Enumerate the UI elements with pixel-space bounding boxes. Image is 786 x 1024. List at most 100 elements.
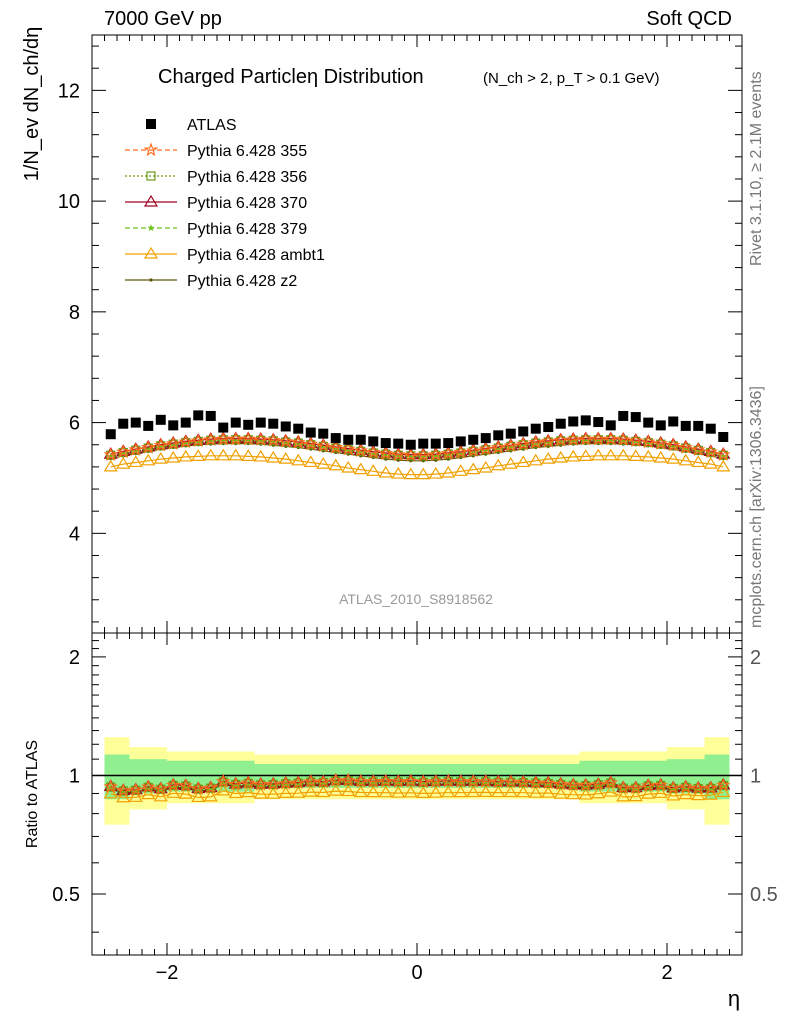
data-point (390, 447, 406, 461)
data-point (318, 428, 329, 439)
data-point (653, 450, 668, 463)
data-point (205, 410, 216, 421)
data-point (415, 447, 431, 462)
data-point (278, 433, 294, 448)
data-point (630, 412, 641, 423)
data-point (368, 436, 379, 447)
ratio-line (110, 790, 724, 799)
data-point (141, 453, 156, 466)
ratio-point (356, 778, 365, 786)
data-point (518, 426, 529, 437)
series-p370 (103, 431, 731, 795)
ratio-point (193, 784, 203, 794)
data-point (143, 420, 154, 431)
ratio-point (656, 780, 666, 791)
ratio-tick-label: 2 (69, 647, 80, 669)
data-point (456, 450, 465, 458)
ratio-point (278, 775, 294, 790)
series-p355 (103, 431, 731, 797)
ratio-tick-label-right: 1 (750, 765, 761, 787)
ratio-point (716, 777, 731, 790)
ratio-point (353, 773, 369, 788)
data-point (706, 449, 715, 457)
data-point (291, 453, 306, 466)
ratio-point (440, 773, 456, 788)
ratio-point (466, 774, 481, 786)
data-point (578, 449, 593, 461)
data-point (691, 455, 706, 468)
data-point (403, 467, 418, 480)
ratio-point (391, 774, 406, 786)
ratio-point (718, 780, 728, 791)
ratio-point (478, 773, 494, 788)
data-point (478, 441, 494, 456)
data-point (343, 434, 354, 445)
data-point (578, 431, 594, 446)
data-point (253, 449, 268, 462)
data-point (303, 455, 318, 468)
data-point (605, 420, 616, 431)
data-point (581, 436, 590, 445)
data-point (181, 439, 190, 447)
data-point (356, 446, 366, 456)
ratio-point (543, 778, 553, 789)
legend-label: Pythia 6.428 z2 (187, 273, 297, 290)
data-point (666, 451, 681, 464)
data-point (641, 449, 656, 462)
data-point (569, 437, 578, 445)
ratio-point (541, 775, 556, 788)
ratio-point (353, 774, 368, 786)
ratio-point (153, 781, 168, 794)
ratio-point (616, 789, 631, 802)
ratio-point (491, 774, 506, 787)
data-point (718, 450, 728, 460)
data-point (116, 456, 131, 469)
legend-marker (143, 142, 159, 157)
ratio-tick-label: 0.5 (52, 884, 80, 906)
data-point (381, 451, 390, 459)
legend-entry-z2: Pythia 6.428 z2 (125, 273, 297, 290)
data-point (656, 439, 666, 449)
data-point (316, 456, 331, 469)
ratio-point (178, 786, 193, 799)
data-point (406, 452, 415, 461)
data-point (590, 431, 606, 446)
ratio-point (116, 790, 131, 803)
data-point (256, 437, 265, 445)
data-point (419, 452, 428, 461)
ratio-point (556, 781, 565, 789)
ratio-point (191, 781, 206, 794)
data-point (716, 459, 731, 472)
data-point (441, 465, 456, 478)
data-point (690, 442, 706, 457)
data-point (628, 433, 644, 448)
ratio-point (378, 785, 393, 798)
ratio-point (256, 780, 266, 790)
ratio-point (591, 777, 606, 789)
data-point (328, 439, 344, 454)
data-point (528, 453, 543, 466)
ratio-tick-label-right: 0.5 (750, 884, 778, 906)
data-point (103, 447, 119, 461)
data-point (169, 441, 178, 449)
data-point (278, 451, 293, 464)
data-point (428, 447, 444, 461)
ratio-point (603, 775, 618, 788)
ratio-point (491, 785, 506, 798)
data-point (490, 439, 506, 454)
data-point (668, 416, 679, 427)
ratio-point (703, 787, 718, 800)
ratio-point (631, 783, 641, 793)
ratio-point (691, 788, 706, 801)
ratio-point (541, 785, 556, 798)
ratio-point (478, 785, 493, 798)
data-point (144, 445, 153, 453)
ratio-point (503, 774, 518, 787)
data-point (191, 449, 206, 461)
series-line (110, 438, 724, 456)
data-point (105, 429, 116, 440)
ratio-point (516, 774, 531, 787)
ratio-point (393, 777, 403, 787)
data-point (266, 450, 281, 463)
ratio-point (291, 775, 306, 788)
